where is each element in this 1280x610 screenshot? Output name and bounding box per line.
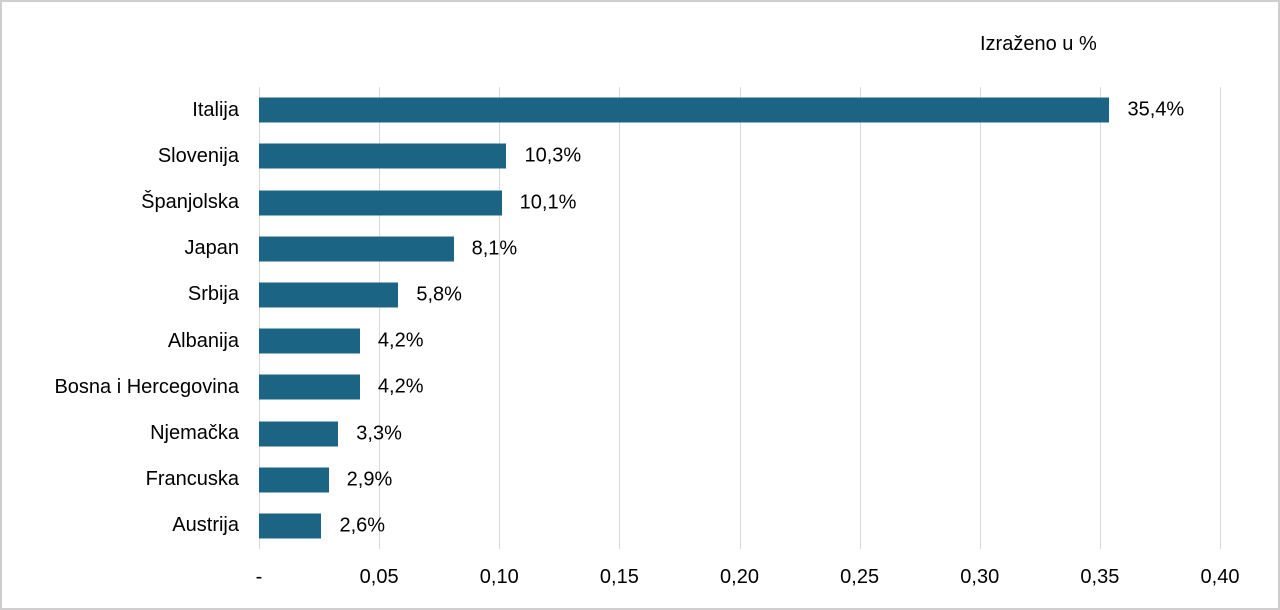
bar-value-label: 2,6% xyxy=(339,514,386,537)
x-axis-tick-label: - xyxy=(255,566,263,588)
gridline xyxy=(1220,87,1221,549)
x-axis-tick-label: 0,25 xyxy=(840,566,880,588)
bar xyxy=(259,328,360,354)
x-axis-tick-label: 0,30 xyxy=(960,566,1000,588)
bar xyxy=(259,143,507,169)
x-axis: - 0,05 0,10 0,15 0,20 0,25 0,30 0,35 0,40 xyxy=(255,560,1240,594)
bar-row: Japan 8,1% xyxy=(2,226,1278,272)
chart-title: Izraženo u % xyxy=(980,33,1097,55)
bar-track: 10,3% xyxy=(259,133,1220,179)
bar-value-label: 4,2% xyxy=(377,329,424,352)
bar-row: Španjolska 10,1% xyxy=(2,179,1278,225)
bar xyxy=(259,236,454,262)
category-label: Albanija xyxy=(167,329,239,352)
bar-track: 5,8% xyxy=(259,272,1220,318)
x-axis-tick-label: 0,20 xyxy=(720,566,759,588)
bar-track: 8,1% xyxy=(259,226,1220,272)
bar-row: Albanija 4,2% xyxy=(2,318,1278,364)
category-label: Italija xyxy=(192,98,239,121)
bar xyxy=(259,282,399,308)
gridline xyxy=(499,87,501,549)
category-label: Srbija xyxy=(187,283,239,306)
x-axis-tick-label: 0,15 xyxy=(599,566,639,588)
gridline xyxy=(859,87,861,549)
gridline xyxy=(379,87,381,549)
bar-row: Austrija 2,6% xyxy=(2,503,1278,549)
bar-row: Njemačka 3,3% xyxy=(2,410,1278,456)
bar-value-label: 8,1% xyxy=(471,237,518,260)
bar-value-label: 5,8% xyxy=(416,283,462,306)
bar-track: 2,6% xyxy=(259,503,1220,549)
x-axis-tick-label: 0,40 xyxy=(1200,566,1240,588)
category-label: Njemačka xyxy=(150,422,239,445)
x-axis-tick-label: 0,10 xyxy=(479,566,519,588)
x-axis-tick-label: 0,05 xyxy=(359,566,399,588)
bar-track: 3,3% xyxy=(259,410,1220,456)
bar-row: Italija 35,4% xyxy=(2,87,1278,133)
bar-value-label: 35,4% xyxy=(1127,98,1185,121)
bar-value-label: 10,1% xyxy=(519,191,577,213)
category-label: Francuska xyxy=(145,468,239,491)
gridline xyxy=(739,87,741,549)
bar-rows-container: Italija 35,4% Slovenija 10,3% Španjolska 10,1… xyxy=(2,87,1278,549)
category-label: Japan xyxy=(184,237,240,260)
bar xyxy=(259,513,322,539)
bar-row: Francuska 2,9% xyxy=(2,457,1278,503)
bar-track: 4,2% xyxy=(259,364,1220,410)
gridline xyxy=(1099,87,1101,549)
plot-area xyxy=(259,87,1221,549)
bar xyxy=(259,421,339,447)
bar-value-label: 2,9% xyxy=(346,468,393,491)
bar-track: 35,4% xyxy=(259,87,1220,133)
gridline xyxy=(259,87,260,549)
bar xyxy=(259,467,329,493)
bar-row: Slovenija 10,3% xyxy=(2,133,1278,179)
gridline xyxy=(979,87,981,549)
x-axis-tick-label: 0,35 xyxy=(1080,566,1120,588)
bar-value-label: 4,2% xyxy=(377,375,424,398)
bar xyxy=(259,374,360,400)
bar-row: Bosna i Hercegovina 4,2% xyxy=(2,364,1278,410)
bar-value-label: 3,3% xyxy=(356,422,402,445)
category-label: Španjolska xyxy=(141,191,239,213)
category-label: Slovenija xyxy=(157,144,239,167)
gridline xyxy=(619,87,621,549)
bar-track: 10,1% xyxy=(259,179,1220,225)
category-label: Austrija xyxy=(172,514,239,537)
bar-track: 4,2% xyxy=(259,318,1220,364)
bar-row: Srbija 5,8% xyxy=(2,272,1278,318)
bar-track: 2,9% xyxy=(259,457,1220,503)
bar xyxy=(259,190,502,215)
category-label: Bosna i Hercegovina xyxy=(54,375,239,398)
bar-value-label: 10,3% xyxy=(524,144,582,167)
bar xyxy=(259,97,1110,123)
